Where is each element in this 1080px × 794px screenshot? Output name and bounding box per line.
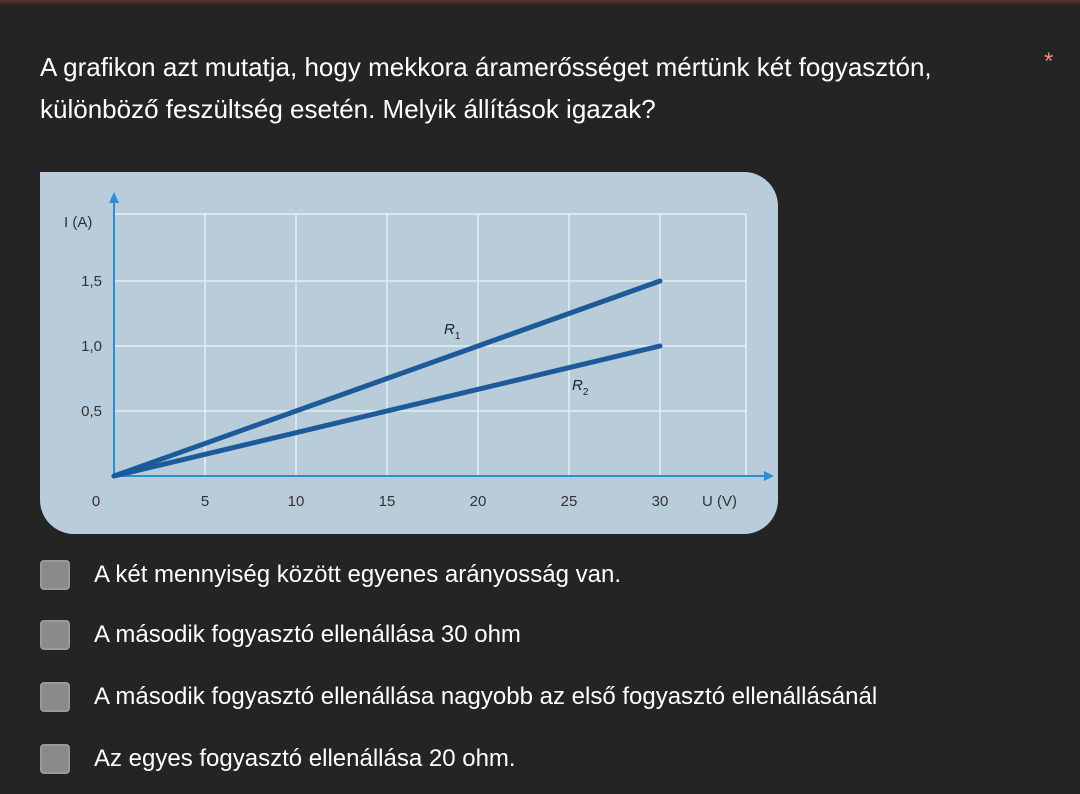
y-axis-label: I (A) — [64, 214, 92, 231]
y-tick-label-1,5: 1,5 — [81, 273, 102, 290]
x-tick-label-5: 5 — [201, 493, 209, 510]
option-3-checkbox[interactable] — [40, 682, 70, 712]
option-3-label[interactable]: A második fogyasztó ellenállása nagyobb … — [94, 683, 878, 710]
option-4[interactable]: Az egyes fogyasztó ellenállása 20 ohm. — [40, 741, 516, 777]
question-line-2: különböző feszültség esetén. Melyik állí… — [40, 94, 656, 124]
x-tick-label-25: 25 — [561, 493, 578, 510]
x-tick-label-30: 30 — [652, 493, 669, 510]
chart-image: 5 10 15 20 25 30 0,5 1,0 1,5 0 I (A) U (V) R1 R2 — [40, 172, 778, 534]
series-label-r1: R1 — [444, 321, 461, 342]
option-1-checkbox[interactable] — [40, 560, 70, 590]
x-tick-label-10: 10 — [288, 493, 305, 510]
question-text: A grafikon azt mutatja, hogy mekkora ára… — [40, 46, 1020, 130]
option-3[interactable]: A második fogyasztó ellenállása nagyobb … — [40, 679, 877, 715]
x-tick-label-20: 20 — [470, 493, 487, 510]
option-1-label[interactable]: A két mennyiség között egyenes arányossá… — [94, 561, 621, 588]
y-axis-arrow — [109, 192, 119, 203]
series-label-r2: R2 — [572, 377, 589, 398]
question-line-1: A grafikon azt mutatja, hogy mekkora ára… — [40, 52, 932, 82]
x-axis-arrow — [764, 471, 774, 481]
series-line-r1 — [111, 278, 663, 479]
option-2-checkbox[interactable] — [40, 620, 70, 650]
x-axis-label: U (V) — [702, 493, 737, 510]
required-asterisk: * — [1044, 48, 1054, 75]
top-border — [0, 0, 1080, 4]
origin-label: 0 — [92, 493, 100, 510]
option-4-label[interactable]: Az egyes fogyasztó ellenállása 20 ohm. — [94, 745, 516, 772]
x-tick-label-15: 15 — [379, 493, 396, 510]
option-2[interactable]: A második fogyasztó ellenállása 30 ohm — [40, 617, 521, 653]
series-line-r2 — [111, 343, 663, 479]
option-1[interactable]: A két mennyiség között egyenes arányossá… — [40, 557, 621, 593]
option-4-checkbox[interactable] — [40, 744, 70, 774]
option-2-label[interactable]: A második fogyasztó ellenállása 30 ohm — [94, 621, 521, 648]
current-voltage-chart: 5 10 15 20 25 30 0,5 1,0 1,5 0 I (A) U (V) R1 R2 — [64, 192, 774, 510]
y-tick-label-0,5: 0,5 — [81, 403, 102, 420]
y-tick-label-1,0: 1,0 — [81, 338, 102, 355]
